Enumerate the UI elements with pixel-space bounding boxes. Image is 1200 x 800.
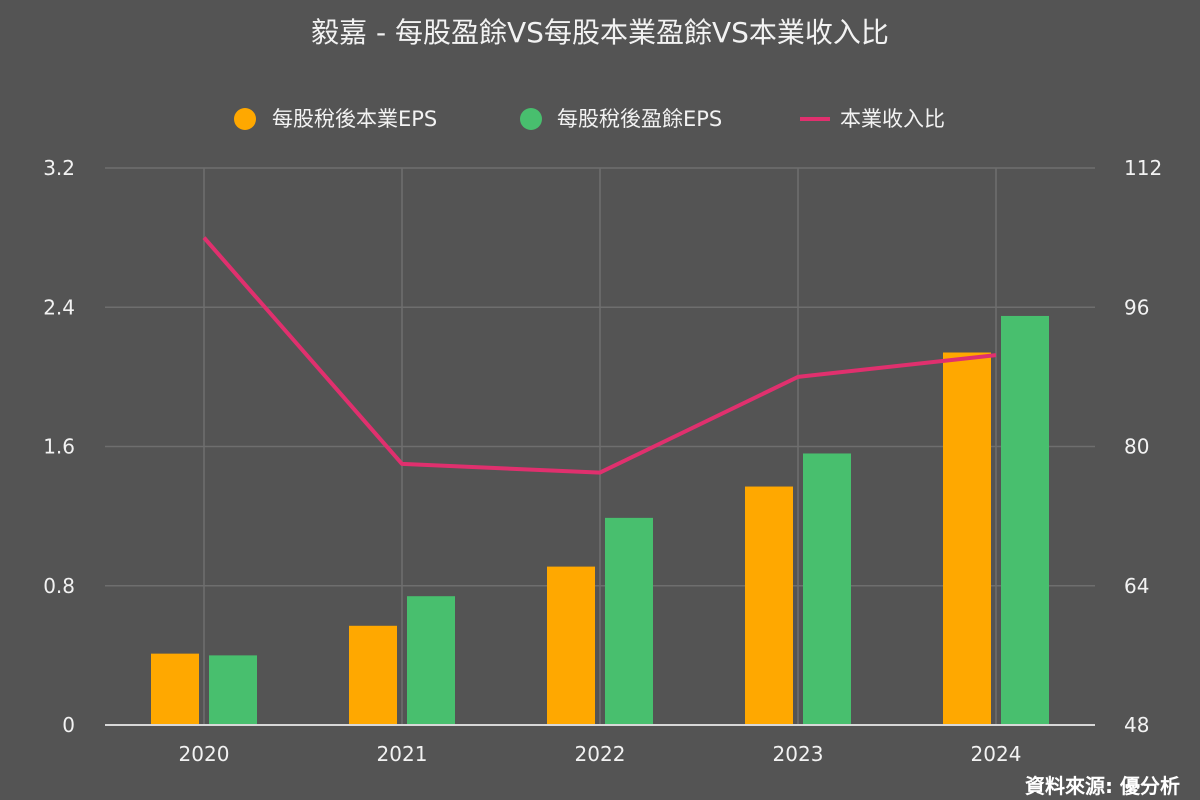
y-left-tick-label: 0.8 [43,574,75,598]
x-tick-label: 2020 [179,742,230,766]
y-left-tick-label: 0 [62,713,75,737]
legend-label-eps: 每股稅後盈餘EPS [557,107,722,131]
y-left-tick-label: 3.2 [43,156,75,180]
legend-label-core-ratio: 本業收入比 [840,107,945,131]
bar-core-eps-2022 [547,566,595,725]
line-core-ratio [202,236,997,475]
y-right-tick-label: 80 [1124,435,1149,459]
bar-eps-2023 [803,453,851,725]
legend-swatch-core-eps [234,108,256,130]
y-right-tick-label: 64 [1124,574,1149,598]
legend-swatch-eps [520,108,542,130]
y-right-tick-label: 48 [1124,713,1149,737]
bars-layer [151,315,1049,725]
line-layer [202,236,997,475]
bar-eps-2021 [407,596,455,725]
y-left-tick-label: 1.6 [43,435,75,459]
bar-core-eps-2024 [943,352,991,725]
y-left-tick-label: 2.4 [43,295,75,319]
source-note: 資料來源: 優分析 [1025,774,1180,798]
bar-core-eps-2020 [151,653,199,725]
y-right-tick-label: 96 [1124,295,1149,319]
x-tick-label: 2021 [377,742,428,766]
x-tick-label: 2022 [575,742,626,766]
legend-label-core-eps: 每股稅後本業EPS [272,107,437,131]
legend: 每股稅後本業EPS 每股稅後盈餘EPS 本業收入比 [234,107,945,131]
axis-layer: 0 0.8 1.6 2.4 3.2 48 64 80 96 112 2020 2021 2022 2023… [43,156,1162,766]
bar-eps-2020 [209,655,257,725]
grid-layer [105,167,1095,725]
bar-eps-2022 [605,517,653,725]
bar-eps-2024 [1001,315,1049,725]
bar-core-eps-2021 [349,625,397,725]
bar-core-eps-2023 [745,486,793,725]
x-tick-label: 2024 [971,742,1022,766]
chart-title: 毅嘉 - 每股盈餘VS每股本業盈餘VS本業收入比 [311,16,889,49]
y-right-tick-label: 112 [1124,156,1162,180]
x-tick-label: 2023 [773,742,824,766]
